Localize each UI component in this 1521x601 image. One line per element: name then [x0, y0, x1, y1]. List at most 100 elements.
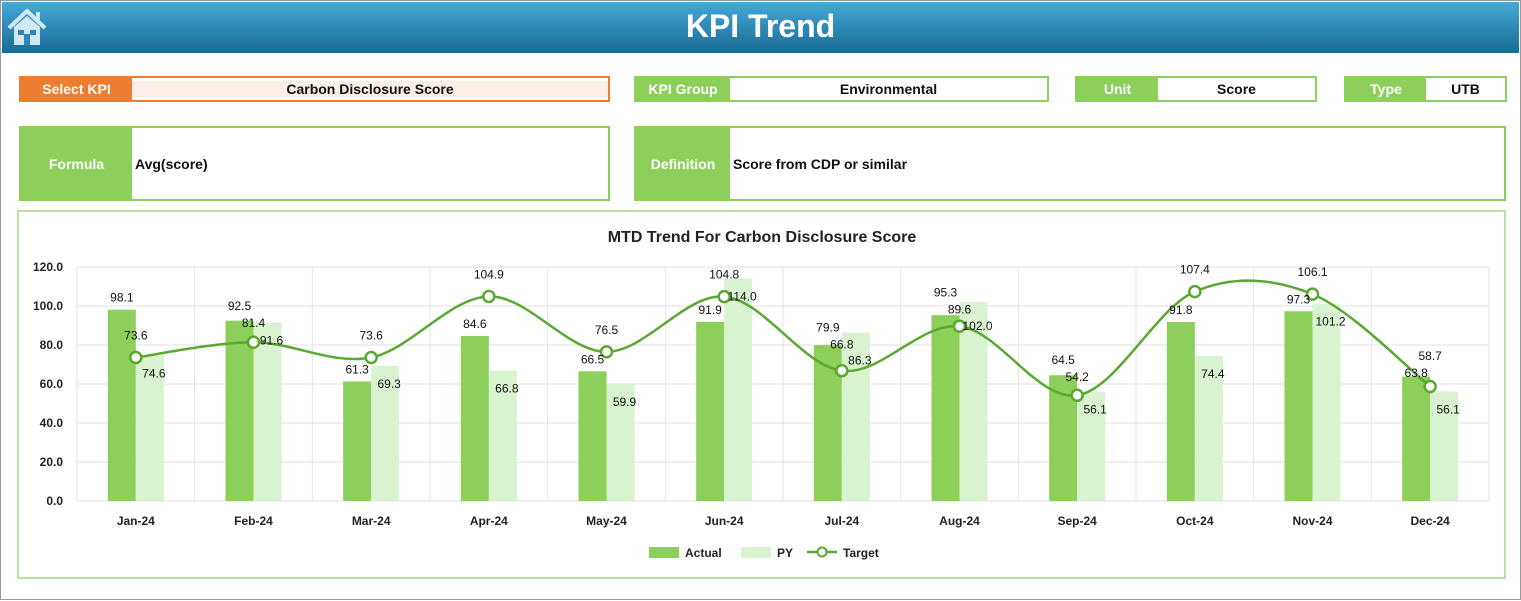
- formula-field: Formula Avg(score): [19, 126, 610, 201]
- actual-data-label: 91.8: [1169, 303, 1193, 317]
- target-marker: [599, 345, 614, 359]
- actual-bar: [107, 309, 136, 501]
- target-data-label: 81.4: [242, 316, 266, 330]
- actual-bar: [225, 320, 254, 501]
- actual-data-label: 95.3: [934, 285, 958, 299]
- target-marker: [717, 289, 731, 304]
- py-bar: [1194, 355, 1223, 501]
- target-data-label: 73.6: [124, 328, 148, 342]
- type-field: Type UTB: [1344, 76, 1507, 102]
- x-tick-label: Jun-24: [705, 514, 744, 528]
- unit-value: Score: [1217, 81, 1256, 97]
- x-tick-label: Dec-24: [1410, 514, 1450, 528]
- actual-bar: [1402, 376, 1431, 501]
- py-data-label: 56.1: [1083, 403, 1107, 417]
- y-tick-label: 20.0: [40, 455, 64, 469]
- page-title: KPI Trend: [685, 8, 836, 44]
- target-data-label: 89.6: [948, 302, 972, 316]
- y-tick-label: 0.0: [46, 494, 63, 508]
- target-data-label: 107.4: [1180, 263, 1210, 277]
- type-label: Type: [1346, 78, 1426, 100]
- kpi-group-value: Environmental: [839, 81, 938, 97]
- x-tick-label: Oct-24: [1176, 514, 1214, 528]
- actual-data-label: 92.5: [228, 299, 252, 313]
- py-data-label: 114.0: [728, 290, 757, 304]
- unit-field: Unit Score: [1075, 76, 1317, 102]
- target-data-label: 54.2: [1065, 370, 1089, 384]
- actual-data-label: 98.1: [110, 291, 134, 305]
- formula-value: Avg(score): [135, 156, 208, 172]
- actual-bar: [460, 336, 489, 501]
- target-data-label: 106.1: [1297, 265, 1327, 279]
- actual-data-label: 61.3: [345, 362, 369, 376]
- x-tick-label: Aug-24: [939, 514, 980, 528]
- chart-title: MTD Trend For Carbon Disclosure Score: [608, 229, 917, 246]
- home-icon[interactable]: [6, 8, 48, 46]
- legend-target-label: Target: [843, 546, 879, 560]
- unit-label: Unit: [1077, 78, 1158, 100]
- x-tick-label: Feb-24: [234, 514, 273, 528]
- target-marker: [482, 289, 496, 304]
- target-marker: [364, 350, 378, 365]
- definition-value: Score from CDP or similar: [733, 156, 908, 172]
- x-tick-label: Jan-24: [117, 514, 155, 528]
- legend-py-swatch: [741, 547, 771, 558]
- py-bar: [371, 365, 400, 501]
- actual-bar: [343, 381, 372, 501]
- py-bar: [488, 370, 517, 501]
- legend-py-label: PY: [777, 546, 793, 560]
- x-tick-label: May-24: [586, 514, 627, 528]
- x-tick-label: Jul-24: [824, 514, 859, 528]
- x-tick-label: Nov-24: [1292, 514, 1332, 528]
- actual-bar: [1166, 321, 1195, 501]
- select-kpi-dropdown[interactable]: Select KPI Carbon Disclosure Score: [19, 76, 610, 102]
- py-bar: [841, 332, 870, 501]
- y-tick-label: 80.0: [40, 338, 64, 352]
- legend-actual-label: Actual: [685, 546, 722, 560]
- target-marker: [1305, 287, 1320, 301]
- chart-panel: [17, 210, 1506, 579]
- actual-data-label: 97.3: [1287, 292, 1311, 306]
- target-data-label: 104.8: [709, 268, 739, 282]
- py-bar: [1312, 303, 1341, 501]
- x-tick-label: Mar-24: [352, 514, 391, 528]
- y-tick-label: 60.0: [40, 377, 64, 391]
- py-bar: [1077, 391, 1106, 501]
- target-marker: [1188, 284, 1202, 299]
- target-marker: [246, 335, 261, 350]
- target-marker: [129, 350, 143, 365]
- actual-bar: [931, 315, 960, 501]
- py-data-label: 101.2: [1315, 315, 1345, 329]
- py-bar: [1430, 391, 1459, 501]
- py-data-label: 86.3: [848, 354, 872, 368]
- target-marker: [1423, 379, 1437, 394]
- target-data-label: 76.5: [595, 323, 619, 337]
- x-tick-label: Apr-24: [470, 514, 508, 528]
- py-data-label: 91.6: [260, 333, 284, 347]
- y-tick-label: 100.0: [33, 299, 63, 313]
- definition-label: Definition: [636, 128, 730, 199]
- target-marker: [952, 319, 967, 334]
- py-bar: [606, 384, 635, 501]
- y-tick-label: 40.0: [40, 416, 64, 430]
- py-data-label: 102.0: [962, 319, 992, 333]
- actual-data-label: 84.6: [463, 317, 487, 331]
- formula-label: Formula: [21, 128, 132, 199]
- actual-bar: [696, 321, 725, 501]
- legend-target-marker: [816, 546, 828, 558]
- definition-field: Definition Score from CDP or similar: [634, 126, 1506, 201]
- actual-data-label: 63.8: [1404, 366, 1428, 380]
- py-data-label: 66.8: [495, 382, 519, 396]
- select-kpi-label: Select KPI: [21, 78, 132, 100]
- actual-data-label: 66.5: [581, 352, 605, 366]
- select-kpi-value[interactable]: Carbon Disclosure Score: [132, 81, 608, 97]
- legend-actual-swatch: [649, 547, 679, 558]
- target-marker: [1070, 388, 1084, 403]
- actual-data-label: 64.5: [1051, 353, 1075, 367]
- actual-data-label: 91.9: [698, 303, 722, 317]
- actual-bar: [578, 371, 607, 501]
- target-data-label: 66.8: [830, 338, 854, 352]
- kpi-group-field: KPI Group Environmental: [634, 76, 1049, 102]
- target-data-label: 104.9: [474, 267, 504, 281]
